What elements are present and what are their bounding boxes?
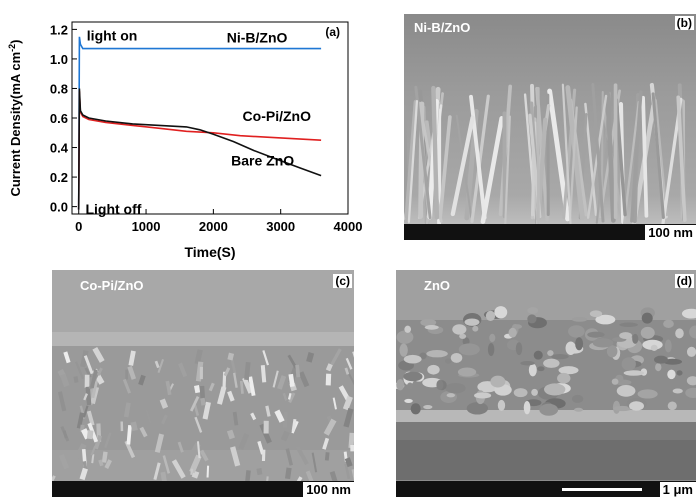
scale-bar-c: 100 nm [303,482,354,497]
panel-letter-a: (a) [325,25,340,39]
x-tick-label-3: 3000 [266,219,295,234]
scale-strip-c [52,481,354,497]
scale-bar-d: 1 μm [659,482,696,497]
scale-strip-d [396,481,696,497]
y-tick-label-4: 0.8 [50,81,68,96]
series-line-bare-zno [77,88,322,210]
crystal-texture-c [52,270,354,497]
y-tick-label-0: 0.0 [50,200,68,215]
series-line-ni-b-zno [77,36,322,210]
y-axis-label: Current Density(mA cm-2) [7,39,23,196]
y-tick-label-1: 0.2 [50,170,68,185]
sem-image-panel-c: Co-Pi/ZnO (c) 100 nm [52,270,354,497]
series-label-co-pi-zno: Co-Pi/ZnO [243,108,312,124]
sem-image-panel-b: Ni-B/ZnO (b) 100 nm [404,14,696,240]
panel-letter-d: (d) [674,274,694,288]
x-tick-label-4: 4000 [334,219,363,234]
panel-letter-b: (b) [674,16,694,30]
x-tick-label-0: 0 [75,219,82,234]
y-tick-label-5: 1.0 [50,52,68,67]
annotation-light-on: light on [87,28,138,44]
panel-label-c: Co-Pi/ZnO [80,278,144,293]
scale-bar-line-d [562,488,642,491]
y-tick-label-3: 0.6 [50,111,68,126]
x-axis-label: Time(S) [184,244,235,260]
scale-bar-b: 100 nm [645,225,696,240]
panel-letter-c: (c) [333,274,352,288]
x-tick-label-1: 1000 [132,219,161,234]
panel-label-b: Ni-B/ZnO [414,20,471,35]
series-lines [77,36,322,210]
sem-image-panel-d: ZnO (d) 1 μm [396,270,696,497]
film-texture-d [396,270,696,497]
axis-ticks: 0 1000 2000 3000 4000 0.0 0.2 0.4 0.6 0.8 1.0 1.2 [50,22,363,234]
current-density-chart: 0 1000 2000 3000 4000 0.0 0.2 0.4 0.6 0.8 1.0 1.2 N… [7,21,363,260]
annotation-light-off: Light off [85,201,141,217]
scale-strip-b [404,224,696,240]
x-tick-label-2: 2000 [199,219,228,234]
series-label-bare-zno: Bare ZnO [231,152,294,168]
series-labels: Ni-B/ZnO Co-Pi/ZnO Bare ZnO [227,30,311,169]
series-label-ni-b-zno: Ni-B/ZnO [227,30,288,46]
panel-label-d: ZnO [424,278,450,293]
y-tick-label-6: 1.2 [50,22,68,37]
y-tick-label-2: 0.4 [50,141,69,156]
nanorod-texture-b [404,14,696,240]
